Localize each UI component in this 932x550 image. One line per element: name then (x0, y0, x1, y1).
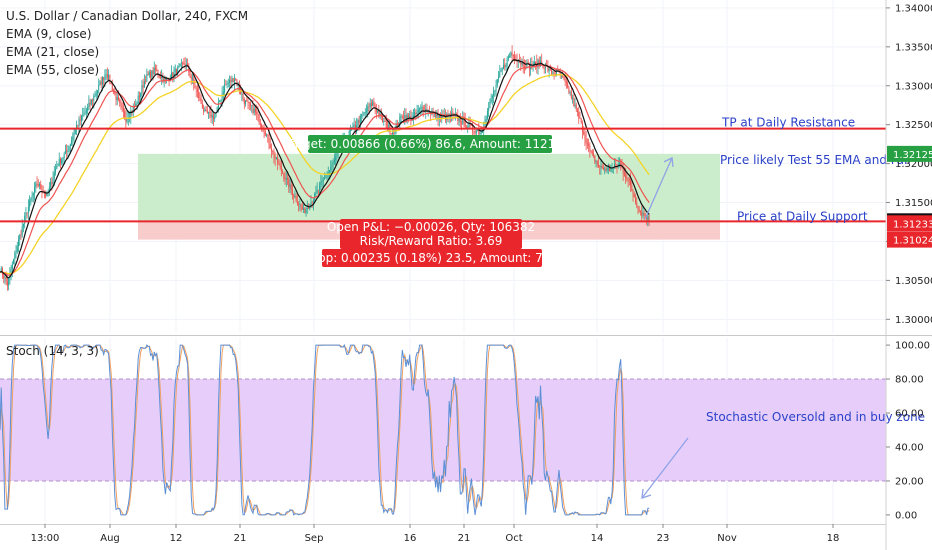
ema-9-line (0, 59, 650, 279)
legend-ema-55[interactable]: EMA (55, close) (6, 63, 99, 77)
stoch-k-line (0, 343, 650, 516)
time-tick: 18 (827, 533, 840, 544)
price-tick: 1.32500 (895, 120, 932, 131)
target-label-box (308, 135, 552, 153)
price-tick: 1.31500 (895, 198, 932, 209)
stop-label-box (322, 249, 542, 267)
stoch-tick: 40.00 (895, 442, 924, 453)
open-pl-label-box (340, 219, 522, 249)
time-tick: 23 (657, 533, 670, 544)
price-tick: 1.30000 (895, 315, 932, 326)
time-tick: 12 (170, 533, 183, 544)
stoch-arrow-head (641, 488, 652, 499)
time-tick: 13:00 (31, 533, 60, 544)
stoch-tick: 100.00 (895, 341, 930, 352)
stoch-title: Stoch (14, 3, 3) (6, 344, 99, 358)
time-tick: 21 (234, 533, 247, 544)
price-tick: 1.33500 (895, 42, 932, 53)
price-label: 1.32125 (893, 150, 932, 161)
time-axis[interactable]: 13:00 Aug 12 21 Sep 16 21 Oct 14 23 Nov 18 (31, 524, 840, 544)
stoch-tick: 20.00 (895, 476, 924, 487)
projection-arrow[interactable] (644, 157, 673, 220)
stoch-tick: 60.00 (895, 409, 924, 420)
price-tick: 1.34000 (895, 3, 932, 14)
price-label-box (887, 231, 932, 248)
profit-zone (138, 153, 720, 222)
risk-reward-label: Risk/Reward Ratio: 3.69 (360, 234, 503, 248)
stoch-band (0, 379, 886, 481)
time-tick: Oct (505, 533, 522, 544)
price-tick: 1.32000 (895, 159, 932, 170)
projection-arrow-head (663, 156, 674, 167)
price-label: 1.31024 (893, 236, 932, 247)
price-tick: 1.30500 (895, 276, 932, 287)
time-tick: 14 (591, 533, 604, 544)
time-tick: 16 (404, 533, 417, 544)
stoch-tick: 80.00 (895, 375, 924, 386)
stoch-tick: 0.00 (895, 510, 917, 521)
ema-55-line (0, 74, 650, 275)
legend-ema-9[interactable]: EMA (9, close) (6, 27, 92, 41)
stoch-axis[interactable]: 100.00 80.00 60.00 40.00 20.00 0.00 (886, 341, 930, 522)
open-pl-label: Open P&L: −0.00026, Qty: 106382 (327, 220, 535, 234)
time-tick: 21 (458, 533, 471, 544)
time-tick: Aug (100, 533, 120, 544)
chart-title: U.S. Dollar / Canadian Dollar, 240, FXCM (6, 9, 248, 23)
annotation-daily-support[interactable]: Price at Daily Support (737, 209, 868, 223)
price-tick: 1.33000 (895, 81, 932, 92)
stoch-arrow[interactable] (641, 437, 689, 499)
price-label-box (887, 215, 932, 232)
legend-ema-21[interactable]: EMA (21, close) (6, 45, 99, 59)
annotation-tp-resistance[interactable]: TP at Daily Resistance (721, 116, 855, 130)
price-label: 1.31233 (893, 219, 932, 230)
time-tick: Sep (305, 533, 324, 544)
annotation-stoch-oversold[interactable]: Stochastic Oversold and in buy zone (706, 410, 925, 424)
annotation-test-55-ema[interactable]: Price likely Test 55 EMA and Fail (720, 153, 911, 167)
ema-21-line (0, 64, 650, 276)
price-label-box (887, 145, 932, 162)
target-label: Target: 0.00866 (0.66%) 86.6, Amount: 11… (285, 137, 575, 151)
time-tick: Nov (717, 533, 737, 544)
stop-label: Stop: 0.00235 (0.18%) 23.5, Amount: 750 (306, 251, 558, 265)
